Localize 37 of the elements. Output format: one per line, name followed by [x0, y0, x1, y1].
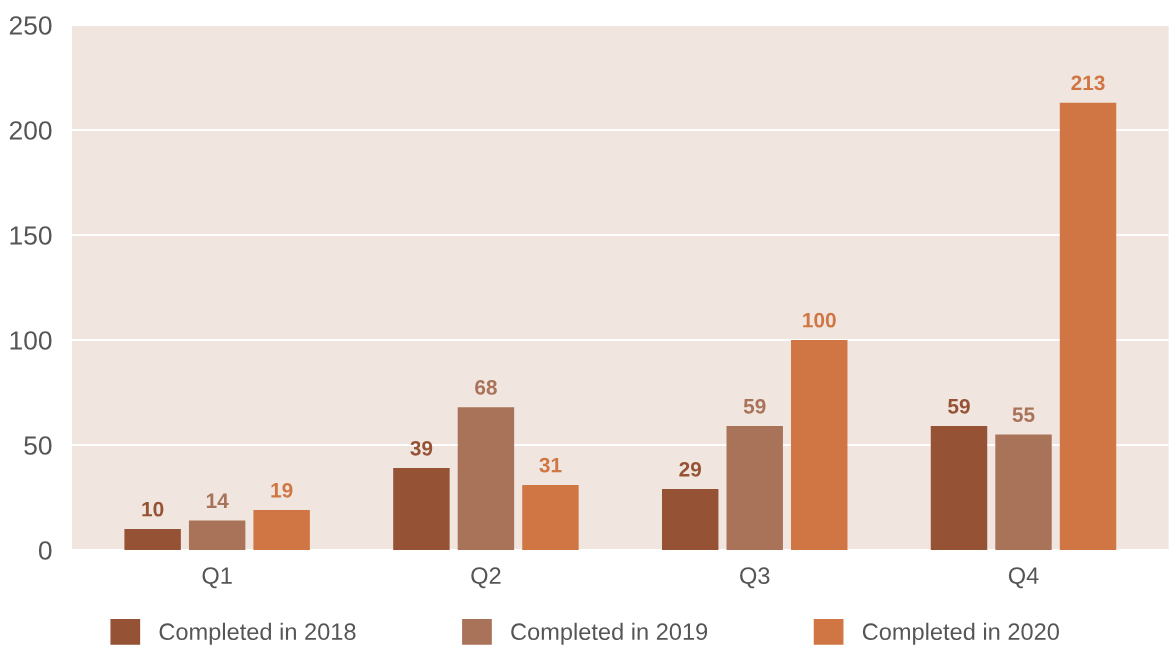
data-label: 29: [679, 461, 702, 477]
legend-label: Completed in 2019: [511, 622, 708, 645]
bar: [791, 340, 848, 550]
data-label: 31: [539, 457, 562, 473]
data-label: 10: [142, 501, 164, 517]
data-label: 68: [475, 380, 497, 395]
bar: [393, 468, 450, 550]
y-tick-label: 200: [9, 121, 52, 140]
y-tick-label: 100: [10, 331, 52, 350]
data-label: 14: [206, 493, 229, 508]
y-tick-label: 250: [9, 16, 52, 35]
bar: [188, 520, 246, 550]
bar: [124, 529, 181, 550]
y-tick-label: 0: [38, 541, 52, 560]
bar: [253, 510, 310, 550]
bar: [995, 434, 1052, 550]
legend-label: Completed in 2018: [159, 622, 356, 645]
bar: [1059, 102, 1117, 550]
data-label: 59: [743, 398, 766, 414]
x-tick-label: Q3: [740, 567, 770, 589]
bar: [522, 484, 579, 550]
data-label: 19: [271, 482, 293, 498]
legend-label: Completed in 2020: [862, 622, 1059, 645]
x-tick-label: Q4: [1008, 567, 1039, 589]
bar: [661, 489, 719, 550]
data-label: 213: [1071, 75, 1105, 91]
y-tick-label: 50: [24, 436, 52, 455]
data-label: 100: [803, 312, 836, 328]
bar: [726, 426, 783, 550]
y-tick-label: 150: [10, 226, 52, 245]
x-tick-label: Q1: [202, 567, 232, 589]
data-label: 59: [948, 398, 970, 414]
data-label: 55: [1012, 407, 1035, 423]
x-tick-label: Q2: [471, 567, 501, 589]
bar: [930, 426, 988, 550]
bar: [457, 407, 515, 550]
data-label: 39: [410, 440, 433, 456]
